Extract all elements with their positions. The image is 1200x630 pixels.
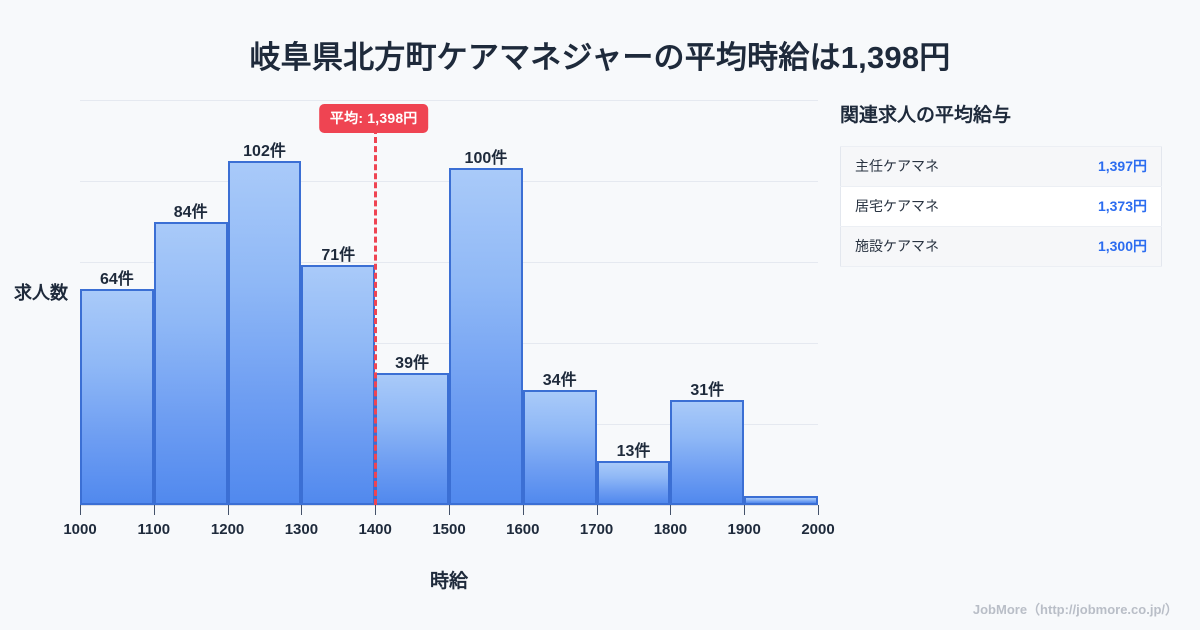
x-tick-label: 1500 [432, 521, 466, 538]
job-name-cell: 居宅ケアマネ [840, 186, 1031, 227]
bar [449, 167, 523, 505]
x-tick-label: 1100 [137, 521, 171, 538]
bar-value-label: 39件 [395, 355, 429, 373]
x-tick-mark [449, 505, 450, 515]
x-tick-mark [301, 505, 303, 515]
x-tick-label: 1600 [506, 521, 540, 538]
x-tick-mark [596, 505, 598, 515]
job-wage-cell: 1,373円 [1030, 186, 1162, 227]
bar [80, 289, 154, 505]
bar [227, 160, 302, 505]
x-tick-mark [522, 505, 524, 515]
footer-credit: JobMore（http://jobmore.co.jp/） [972, 602, 1178, 617]
bar-value-label: 13件 [616, 443, 651, 461]
x-tick-label: 1200 [210, 521, 245, 538]
x-tick-mark [80, 505, 81, 515]
y-axis-title: 求人数 [14, 283, 68, 303]
job-wage-cell: 1,397円 [1030, 146, 1162, 187]
gridline [80, 100, 818, 101]
average-badge: 平均: 1,398円 [318, 104, 429, 133]
x-tick-label: 2000 [801, 521, 835, 538]
bar [301, 265, 376, 505]
x-tick-label: 1400 [358, 521, 392, 538]
average-line [373, 128, 377, 505]
table-row: 施設ケアマネ 1,300円 [840, 226, 1162, 267]
related-wages-panel: 関連求人の平均給与 主任ケアマネ 1,397円 居宅ケアマネ 1,373円 施設ケアマネ… [840, 100, 1172, 267]
x-tick-mark [227, 505, 229, 515]
x-tick-label: 1300 [284, 521, 319, 538]
page-title: 岐阜県北方町ケアマネジャーの平均時給は1,398円 [249, 40, 951, 75]
bar [670, 400, 745, 505]
x-tick-mark [744, 505, 746, 515]
bar [153, 221, 228, 505]
table-row: 居宅ケアマネ 1,373円 [840, 186, 1162, 227]
bar-value-label: 100件 [464, 149, 508, 167]
bar [375, 373, 449, 505]
bar-value-label: 31件 [690, 382, 725, 400]
bar-value-label: 71件 [321, 247, 356, 265]
x-tick-mark [153, 505, 155, 515]
x-tick-label: 1900 [727, 521, 761, 538]
bar-value-label: 64件 [99, 271, 134, 288]
bar [744, 496, 818, 505]
x-tick-mark [670, 505, 672, 515]
bar [522, 390, 597, 505]
x-tick-label: 1000 [63, 521, 97, 538]
plot-area: 64件 84件 102件 71件 39件 100件 34件 13件 31件 [80, 100, 818, 505]
job-name-cell: 施設ケアマネ [840, 226, 1031, 267]
x-tick-label: 1800 [653, 521, 688, 538]
x-axis-title: 時給 [429, 571, 468, 592]
histogram-chart: 求人数 64件 84件 102件 71件 39件 100件 34件 13件 31件 1000 11… [14, 100, 835, 592]
bar-value-label: 84件 [173, 203, 208, 221]
bar [596, 461, 671, 505]
x-tick-mark [818, 505, 819, 515]
job-wage-cell: 1,300円 [1030, 226, 1162, 267]
x-tick-label: 1700 [579, 521, 614, 538]
table-row: 主任ケアマネ 1,397円 [840, 146, 1162, 187]
x-tick-mark [375, 505, 377, 515]
bar-value-label: 34件 [542, 372, 577, 390]
related-wages-title: 関連求人の平均給与 [840, 105, 1012, 126]
bar-value-label: 102件 [243, 142, 286, 160]
related-wages-table: 主任ケアマネ 1,397円 居宅ケアマネ 1,373円 施設ケアマネ 1,300円 [840, 146, 1162, 267]
job-name-cell: 主任ケアマネ [840, 146, 1031, 187]
